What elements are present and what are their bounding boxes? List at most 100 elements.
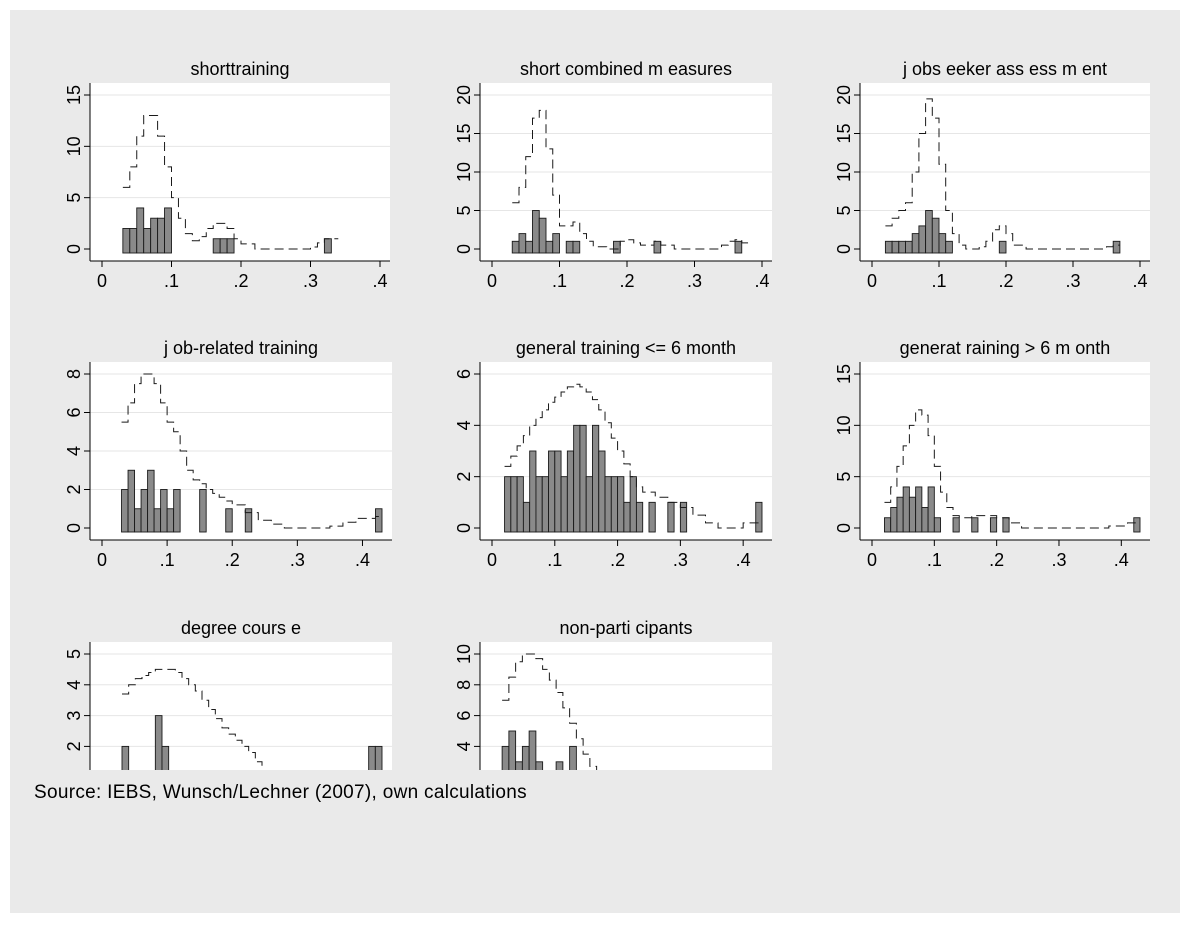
y-tick-label: 10 — [454, 644, 474, 664]
x-tick-label: .1 — [552, 271, 567, 291]
x-tick-label: .1 — [927, 550, 942, 570]
histogram-bar — [574, 425, 580, 532]
histogram-bar — [899, 241, 906, 253]
histogram-bar — [123, 228, 130, 253]
histogram-bar — [636, 502, 642, 532]
histogram-bar — [122, 746, 129, 770]
histogram-bar — [566, 241, 573, 253]
y-tick-label: 5 — [64, 193, 84, 203]
histogram-bar — [926, 211, 933, 254]
histogram-bar — [523, 502, 529, 532]
x-tick-label: .2 — [233, 271, 248, 291]
y-tick-label: 20 — [834, 85, 854, 105]
y-tick-label: 4 — [454, 741, 474, 751]
histogram-bar — [932, 218, 939, 253]
histogram-bar — [148, 470, 155, 532]
histogram-bar — [605, 477, 611, 532]
x-tick-label: 0 — [97, 550, 107, 570]
histogram-bar — [144, 228, 151, 253]
x-tick-label: 0 — [867, 271, 877, 291]
histogram-bar — [553, 234, 560, 253]
histogram-bar — [536, 762, 543, 770]
histogram-bar — [130, 228, 137, 253]
histogram-bar — [161, 490, 168, 533]
panel-6: 0 5 10 15 0 .1 .2 .3 .4 generat raining > 6 m ont… — [834, 338, 1150, 570]
x-tick-label: 0 — [487, 271, 497, 291]
histogram-bar — [536, 477, 542, 532]
histogram-bar — [999, 241, 1006, 253]
y-tick-label: 8 — [454, 680, 474, 690]
histogram-bar — [151, 218, 158, 253]
histogram-bar — [135, 509, 142, 532]
histogram-bar — [618, 477, 624, 532]
panel-4: 0 2 4 6 8 0 .1 .2 .3 .4 j ob-related training — [64, 338, 392, 570]
histogram-bar — [502, 746, 509, 770]
source-note: Source: IEBS, Wunsch/Lechner (2007), own… — [34, 782, 527, 804]
histogram-bar — [680, 502, 686, 532]
y-tick-label: 6 — [454, 369, 474, 379]
histogram-bar — [885, 241, 892, 253]
x-tick-label: 0 — [487, 550, 497, 570]
histogram-bar — [174, 490, 181, 533]
histogram-bar — [928, 487, 934, 532]
histogram-bar — [213, 239, 220, 253]
histogram-bar — [516, 762, 523, 770]
histogram-bar — [1113, 241, 1120, 253]
y-tick-label: 0 — [454, 244, 474, 254]
y-tick-label: 2 — [64, 741, 84, 751]
panel-title: short combined m easures — [520, 59, 732, 79]
histogram-bar — [561, 477, 567, 532]
histogram-bar — [919, 226, 926, 253]
y-tick-label: 10 — [834, 162, 854, 182]
histogram-bar — [165, 208, 172, 253]
x-tick-label: .3 — [687, 271, 702, 291]
histogram-bar — [549, 451, 555, 532]
x-tick-label: 0 — [867, 550, 877, 570]
histogram-bar — [155, 716, 162, 770]
y-tick-label: 2 — [454, 472, 474, 482]
plot-area — [90, 642, 392, 770]
histogram-bar — [1134, 518, 1140, 532]
x-tick-label: .1 — [931, 271, 946, 291]
x-tick-label: .4 — [1114, 550, 1129, 570]
panel-title: generat raining > 6 m onth — [900, 338, 1111, 358]
histogram-bar — [530, 451, 536, 532]
y-tick-label: 3 — [64, 711, 84, 721]
histogram-bar — [141, 490, 148, 533]
histogram-bar — [884, 518, 890, 532]
x-tick-label: .4 — [736, 550, 751, 570]
histogram-bar — [511, 477, 517, 532]
histogram-bar — [916, 487, 922, 532]
histogram-bar — [529, 731, 536, 770]
histogram-bar — [654, 241, 661, 253]
histogram-bar — [990, 518, 996, 532]
y-tick-label: 15 — [834, 123, 854, 143]
panel-title: degree cours e — [181, 618, 301, 638]
x-tick-label: .4 — [754, 271, 769, 291]
panel-1: 0 5 10 15 0 .1 .2 .3 .4 shorttraining — [64, 59, 390, 291]
y-tick-label: 2 — [64, 484, 84, 494]
y-tick-label: 8 — [64, 369, 84, 379]
histogram-bar — [906, 241, 913, 253]
histogram-bar — [505, 477, 511, 532]
y-tick-label: 10 — [834, 415, 854, 435]
histogram-bar — [526, 241, 533, 253]
histogram-bar — [946, 241, 953, 253]
y-tick-label: 4 — [64, 680, 84, 690]
y-tick-label: 10 — [64, 136, 84, 156]
histogram-bar — [756, 502, 762, 532]
panel-7: 0123450.1.2.3.4degree cours e — [64, 618, 392, 770]
y-tick-label: 6 — [64, 407, 84, 417]
y-tick-label: 10 — [454, 162, 474, 182]
y-tick-label: 0 — [454, 523, 474, 533]
histogram-bar — [122, 490, 129, 533]
histogram-bar — [903, 487, 909, 532]
x-tick-label: .3 — [290, 550, 305, 570]
histogram-bar — [939, 234, 946, 253]
histogram-bar — [324, 239, 331, 253]
x-tick-label: .3 — [1051, 550, 1066, 570]
y-tick-label: 4 — [64, 446, 84, 456]
y-tick-label: 5 — [834, 472, 854, 482]
panel-title: j ob-related training — [163, 338, 318, 358]
panel-8: 02468100.1.2.3non-parti cipants — [454, 618, 772, 770]
